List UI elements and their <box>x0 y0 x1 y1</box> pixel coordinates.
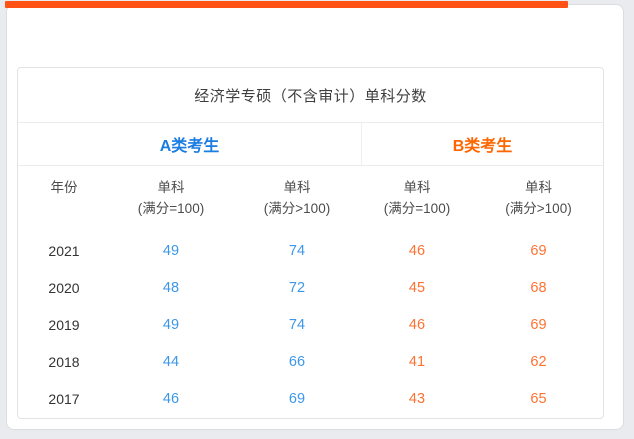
loading-progress-bar <box>5 1 568 8</box>
score-cell: 62 <box>530 353 547 370</box>
score-cell: 68 <box>530 279 547 296</box>
card-title: 经济学专硕（不含审计）单科分数 <box>194 87 427 105</box>
year-cell: 2018 <box>48 353 80 370</box>
score-cell: 65 <box>530 390 547 407</box>
year-cell: 2021 <box>48 242 80 259</box>
year-column-header: 年份 <box>50 180 78 195</box>
content-panel: 经济学专硕（不含审计）单科分数 A类考生 B类考生 年份 单科 (满分=100) <box>6 4 624 430</box>
group-header-a: A类考生 <box>18 123 362 165</box>
table-row: 2019 49 74 46 69 <box>18 306 603 343</box>
group-header-b: B类考生 <box>452 138 513 155</box>
year-cell: 2017 <box>48 390 80 407</box>
year-cell: 2020 <box>48 279 80 296</box>
score-cell: 74 <box>288 242 306 259</box>
score-cell: 46 <box>408 242 426 259</box>
score-cell: 66 <box>288 353 306 370</box>
score-cell: 48 <box>162 279 180 296</box>
score-cell: 45 <box>408 279 426 296</box>
col-header-b2-line1: 单科 <box>525 180 552 195</box>
score-table: 年份 单科 (满分=100) 单科 (满分>100) 单科 (满分=100) <box>18 166 603 417</box>
col-header-b1-line1: 单科 <box>403 180 431 195</box>
col-header-a2-line1: 单科 <box>283 180 311 195</box>
score-cell: 46 <box>162 390 180 407</box>
table-row: 2018 44 66 41 62 <box>18 343 603 380</box>
score-cell: 69 <box>530 316 547 333</box>
col-header-a2-line2: (满分>100) <box>263 201 331 216</box>
year-cell: 2019 <box>48 316 80 333</box>
score-card: 经济学专硕（不含审计）单科分数 A类考生 B类考生 年份 单科 (满分=100) <box>17 67 604 419</box>
group-header-row: A类考生 B类考生 <box>18 123 603 166</box>
col-header-b1: 单科 (满分=100) <box>362 166 472 232</box>
score-cell: 49 <box>162 242 180 259</box>
col-header-a1-line1: 单科 <box>157 180 185 195</box>
score-cell: 69 <box>288 390 306 407</box>
col-header-b2-line2: (满分>100) <box>505 201 572 216</box>
score-cell: 46 <box>408 316 426 333</box>
score-cell: 43 <box>408 390 426 407</box>
score-cell: 74 <box>288 316 306 333</box>
score-cell: 49 <box>162 316 180 333</box>
col-header-b2: 单科 (满分>100) <box>472 166 603 232</box>
score-cell: 44 <box>162 353 180 370</box>
col-header-a1-line2: (满分=100) <box>137 201 205 216</box>
table-row: 2020 48 72 45 68 <box>18 269 603 306</box>
score-cell: 41 <box>408 353 426 370</box>
score-cell: 72 <box>288 279 306 296</box>
score-cell: 69 <box>530 242 547 259</box>
col-header-a2: 单科 (满分>100) <box>232 166 362 232</box>
table-row: 2021 49 74 46 69 <box>18 232 603 269</box>
col-header-b1-line2: (满分=100) <box>383 201 451 216</box>
column-header-row: 年份 单科 (满分=100) 单科 (满分>100) 单科 (满分=100) <box>18 166 603 232</box>
card-title-row: 经济学专硕（不含审计）单科分数 <box>18 68 603 123</box>
col-header-a1: 单科 (满分=100) <box>110 166 232 232</box>
table-row: 2017 46 69 43 65 <box>18 380 603 417</box>
